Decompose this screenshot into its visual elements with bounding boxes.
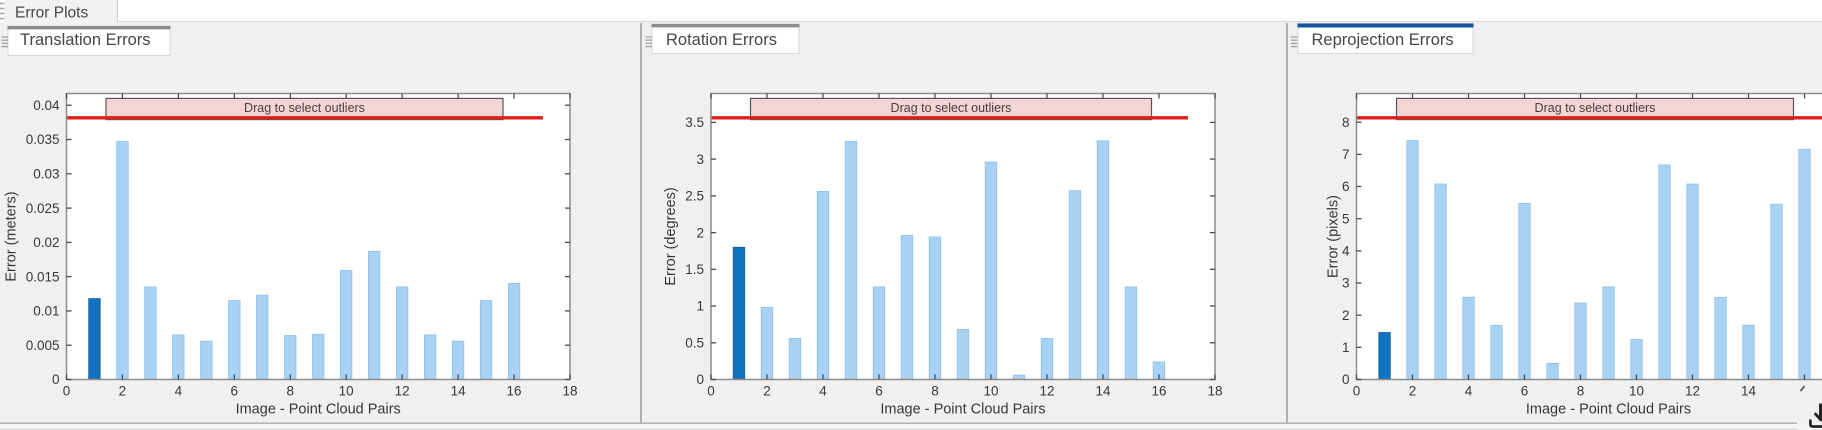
svg-text:18: 18 (562, 384, 577, 399)
svg-text:8: 8 (1577, 384, 1585, 399)
svg-text:Image - Point Cloud Pairs: Image - Point Cloud Pairs (236, 402, 401, 418)
svg-text:Rotation Errors: Rotation Errors (666, 31, 777, 49)
svg-text:Error (meters): Error (meters) (4, 191, 20, 281)
svg-text:3: 3 (696, 152, 704, 167)
svg-text:0.005: 0.005 (26, 338, 60, 353)
svg-text:0: 0 (63, 384, 71, 399)
svg-text:4: 4 (1465, 384, 1473, 399)
svg-text:3: 3 (1342, 276, 1350, 291)
svg-text:12: 12 (1685, 384, 1700, 399)
svg-text:1: 1 (696, 299, 704, 314)
svg-text:3.5: 3.5 (685, 115, 704, 130)
svg-text:Error (degrees): Error (degrees) (663, 187, 679, 285)
svg-text:14: 14 (1741, 384, 1757, 399)
svg-text:7: 7 (1342, 147, 1350, 162)
svg-text:0.025: 0.025 (26, 201, 60, 216)
svg-text:0.035: 0.035 (26, 132, 60, 147)
svg-text:4: 4 (819, 384, 827, 399)
svg-text:10: 10 (983, 384, 998, 399)
svg-text:0.03: 0.03 (33, 167, 59, 182)
svg-text:1.5: 1.5 (685, 262, 704, 277)
svg-text:2: 2 (119, 384, 127, 399)
svg-text:0.5: 0.5 (685, 336, 704, 351)
svg-text:2: 2 (763, 384, 771, 399)
svg-text:14: 14 (1095, 384, 1111, 399)
svg-text:0.01: 0.01 (33, 304, 59, 319)
svg-text:1: 1 (1342, 340, 1350, 355)
svg-text:12: 12 (1039, 384, 1054, 399)
svg-text:Drag to select outliers: Drag to select outliers (244, 101, 365, 115)
svg-text:8: 8 (1342, 115, 1350, 130)
svg-text:16: 16 (506, 384, 521, 399)
svg-text:5: 5 (1342, 211, 1350, 226)
svg-text:12: 12 (395, 384, 410, 399)
svg-text:0: 0 (1353, 384, 1361, 399)
svg-text:0: 0 (1342, 372, 1350, 387)
svg-text:8: 8 (931, 384, 939, 399)
svg-text:Translation Errors: Translation Errors (20, 31, 151, 49)
svg-text:8: 8 (287, 384, 295, 399)
svg-text:0: 0 (52, 372, 60, 387)
svg-text:0: 0 (707, 384, 715, 399)
svg-text:Drag to select outliers: Drag to select outliers (1535, 101, 1656, 115)
svg-text:0.04: 0.04 (33, 98, 60, 113)
svg-text:2.5: 2.5 (685, 189, 704, 204)
svg-text:4: 4 (175, 384, 183, 399)
svg-text:Image - Point Cloud Pairs: Image - Point Cloud Pairs (880, 402, 1045, 418)
svg-text:14: 14 (451, 384, 467, 399)
svg-text:2: 2 (1409, 384, 1417, 399)
svg-text:18: 18 (1207, 384, 1222, 399)
svg-text:0.02: 0.02 (33, 235, 59, 250)
svg-text:Reprojection Errors: Reprojection Errors (1312, 31, 1454, 49)
svg-text:Drag to select outliers: Drag to select outliers (891, 101, 1012, 115)
svg-text:6: 6 (1521, 384, 1529, 399)
svg-text:2: 2 (1342, 308, 1350, 323)
svg-text:Error (pixels): Error (pixels) (1326, 195, 1342, 278)
svg-text:6: 6 (875, 384, 883, 399)
svg-text:16: 16 (1151, 384, 1166, 399)
svg-text:2: 2 (696, 225, 704, 240)
svg-text:6: 6 (1342, 179, 1350, 194)
svg-text:0: 0 (696, 372, 704, 387)
svg-text:4: 4 (1342, 244, 1350, 259)
svg-text:10: 10 (339, 384, 354, 399)
svg-text:10: 10 (1629, 384, 1644, 399)
svg-text:6: 6 (231, 384, 239, 399)
svg-text:Image - Point Cloud Pairs: Image - Point Cloud Pairs (1526, 402, 1691, 418)
svg-text:Error Plots: Error Plots (15, 5, 88, 22)
svg-text:0.015: 0.015 (26, 269, 60, 284)
